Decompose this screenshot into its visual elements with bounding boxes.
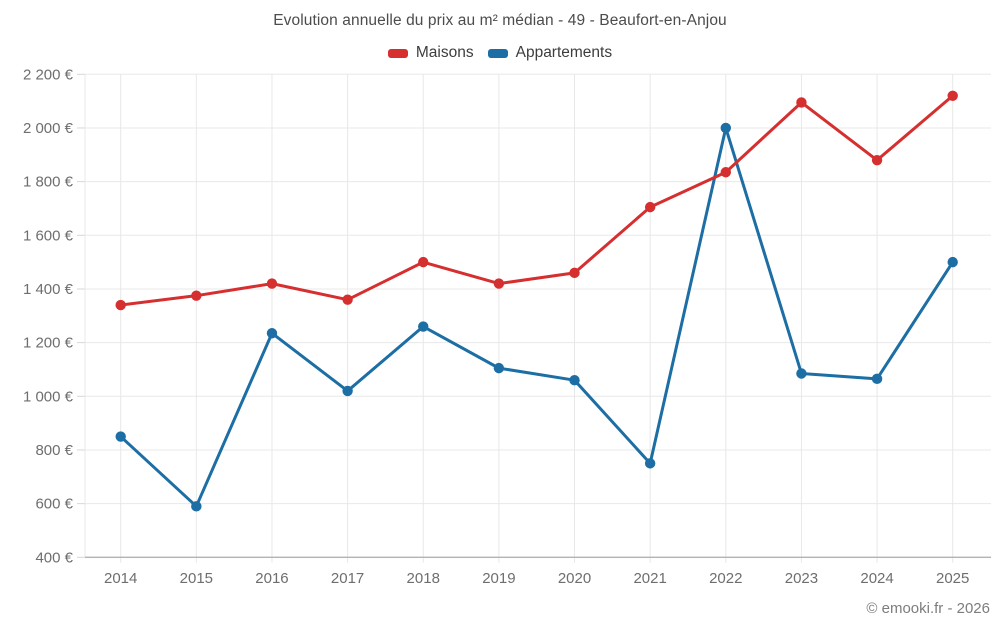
y-tick-label: 1 200 € bbox=[23, 335, 74, 352]
y-tick-label: 1 600 € bbox=[23, 227, 74, 244]
y-tick-label: 600 € bbox=[35, 496, 73, 513]
point-maisons-2015[interactable] bbox=[191, 290, 202, 301]
point-maisons-2021[interactable] bbox=[644, 201, 656, 213]
appartements-swatch-icon bbox=[487, 48, 508, 58]
point-maisons-2016[interactable] bbox=[266, 278, 278, 289]
chart-title: Evolution annuelle du prix au m² médian … bbox=[273, 12, 727, 29]
point-appartements-2016[interactable] bbox=[266, 328, 278, 339]
point-appartements-2014[interactable] bbox=[115, 431, 126, 442]
point-maisons-2024[interactable] bbox=[871, 154, 883, 166]
x-tick-label: 2015 bbox=[180, 570, 213, 587]
x-tick-label: 2025 bbox=[936, 570, 969, 587]
point-appartements-2024[interactable] bbox=[871, 373, 883, 385]
y-tick-label: 2 200 € bbox=[23, 66, 74, 83]
y-tick-label: 1 400 € bbox=[23, 281, 74, 298]
line-maisons bbox=[119, 94, 955, 307]
point-maisons-2017[interactable] bbox=[342, 294, 353, 305]
legend-item-appartements[interactable]: Appartements bbox=[487, 44, 613, 62]
y-tick-label: 1 000 € bbox=[23, 388, 74, 405]
y-tick-label: 400 € bbox=[35, 549, 73, 566]
point-maisons-2020[interactable] bbox=[569, 267, 580, 279]
y-tick-label: 2 000 € bbox=[23, 120, 74, 137]
point-appartements-2017[interactable] bbox=[342, 385, 353, 397]
point-maisons-2018[interactable] bbox=[418, 256, 429, 268]
maisons-swatch-icon bbox=[387, 48, 408, 58]
point-maisons-2014[interactable] bbox=[115, 299, 126, 311]
point-appartements-2018[interactable] bbox=[418, 321, 429, 332]
point-maisons-2025[interactable] bbox=[947, 90, 958, 101]
x-tick-label: 2022 bbox=[709, 570, 742, 587]
point-appartements-2025[interactable] bbox=[947, 256, 958, 268]
x-tick-label: 2014 bbox=[104, 570, 137, 587]
legend-label-appartements: Appartements bbox=[515, 44, 613, 61]
copyright-watermark: © emooki.fr - 2026 bbox=[866, 600, 990, 617]
x-tick-label: 2023 bbox=[785, 570, 818, 587]
legend: Maisons Appartements bbox=[0, 44, 1000, 62]
legend-label-maisons: Maisons bbox=[415, 44, 474, 61]
point-maisons-2022[interactable] bbox=[720, 167, 731, 178]
point-appartements-2022[interactable] bbox=[720, 122, 731, 134]
point-appartements-2019[interactable] bbox=[493, 362, 505, 374]
point-maisons-2019[interactable] bbox=[493, 278, 505, 289]
x-tick-label: 2021 bbox=[633, 570, 666, 587]
x-tick-label: 2020 bbox=[558, 570, 591, 587]
y-tick-label: 1 800 € bbox=[23, 174, 74, 191]
x-tick-label: 2024 bbox=[860, 570, 893, 587]
line-appartements bbox=[119, 126, 955, 508]
x-tick-label: 2017 bbox=[331, 570, 364, 587]
point-appartements-2020[interactable] bbox=[569, 375, 580, 386]
point-appartements-2021[interactable] bbox=[644, 458, 656, 469]
point-appartements-2023[interactable] bbox=[796, 368, 807, 379]
point-appartements-2015[interactable] bbox=[191, 501, 202, 512]
x-tick-label: 2019 bbox=[482, 570, 515, 587]
x-tick-label: 2016 bbox=[255, 570, 288, 587]
y-tick-label: 800 € bbox=[35, 442, 73, 459]
x-tick-label: 2018 bbox=[407, 570, 440, 587]
point-maisons-2023[interactable] bbox=[796, 97, 807, 108]
legend-item-maisons[interactable]: Maisons bbox=[387, 44, 474, 62]
